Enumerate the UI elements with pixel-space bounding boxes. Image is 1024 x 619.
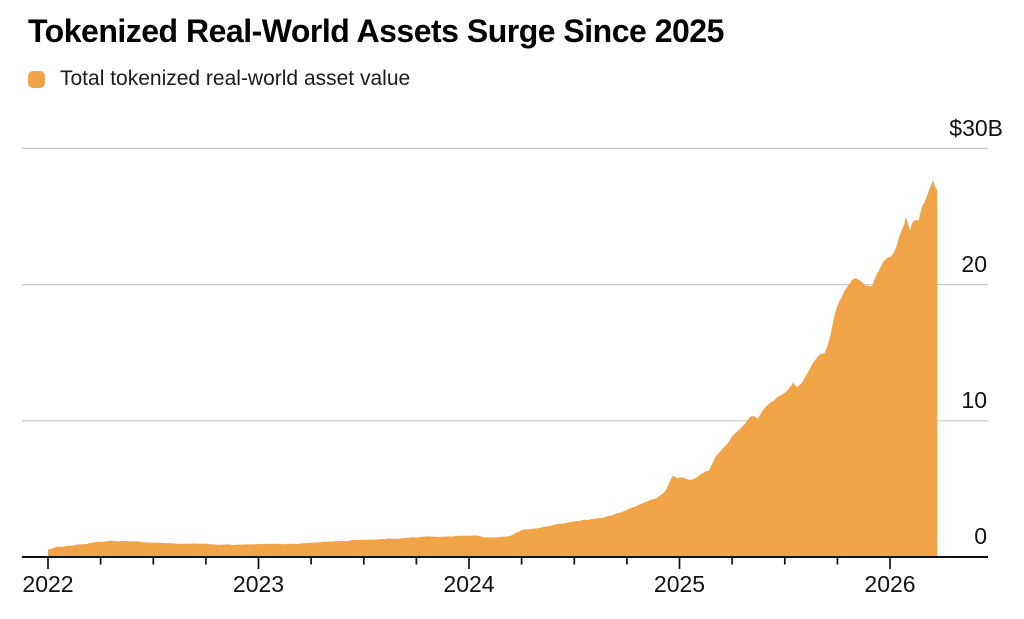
legend: Total tokenized real-world asset value: [28, 67, 410, 91]
x-axis-label-2024: 2024: [443, 571, 495, 597]
x-axis-label-2023: 2023: [232, 571, 285, 597]
y-axis-label-0: 0: [974, 523, 987, 549]
x-axis-label-2025: 2025: [653, 571, 706, 597]
y-axis-label-30b: $30B: [949, 115, 1003, 141]
series-area-total-tokenized-value: [48, 180, 938, 557]
x-axis-label-2022: 2022: [22, 571, 74, 597]
y-axis-label-20: 20: [961, 251, 987, 277]
y-axis-label-10: 10: [961, 387, 987, 413]
x-axis-label-2026: 2026: [864, 571, 916, 597]
chart-title: Tokenized Real-World Assets Surge Since …: [28, 13, 724, 49]
legend-swatch-icon: [28, 70, 45, 88]
legend-label: Total tokenized real-world asset value: [60, 67, 411, 90]
